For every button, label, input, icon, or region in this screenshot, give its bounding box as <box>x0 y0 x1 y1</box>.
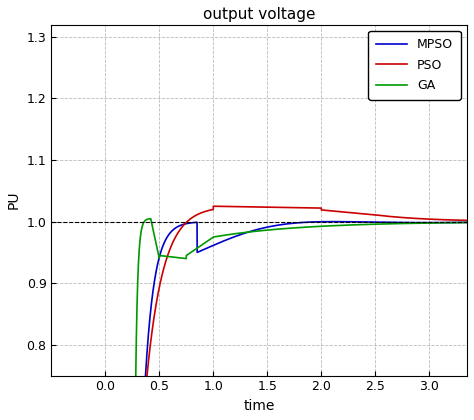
Line: GA: GA <box>51 219 467 420</box>
Line: MPSO: MPSO <box>51 222 467 420</box>
PSO <box>210 204 216 209</box>
PSO <box>226 204 232 209</box>
MPSO <box>411 220 417 225</box>
GA <box>208 236 214 241</box>
Line: PSO: PSO <box>51 206 467 420</box>
MPSO <box>208 244 214 249</box>
GA <box>148 216 154 221</box>
MPSO <box>464 220 470 225</box>
GA <box>456 220 462 225</box>
GA <box>411 221 417 226</box>
PSO <box>464 218 470 223</box>
Legend: MPSO, PSO, GA: MPSO, PSO, GA <box>368 31 461 100</box>
X-axis label: time: time <box>244 399 275 413</box>
Title: output voltage: output voltage <box>203 7 316 22</box>
MPSO <box>456 220 462 225</box>
MPSO <box>226 236 232 241</box>
PSO <box>456 218 462 223</box>
Y-axis label: PU: PU <box>7 191 21 209</box>
GA <box>464 220 470 225</box>
MPSO <box>330 219 336 224</box>
PSO <box>208 207 214 213</box>
PSO <box>411 216 417 221</box>
GA <box>226 232 232 237</box>
